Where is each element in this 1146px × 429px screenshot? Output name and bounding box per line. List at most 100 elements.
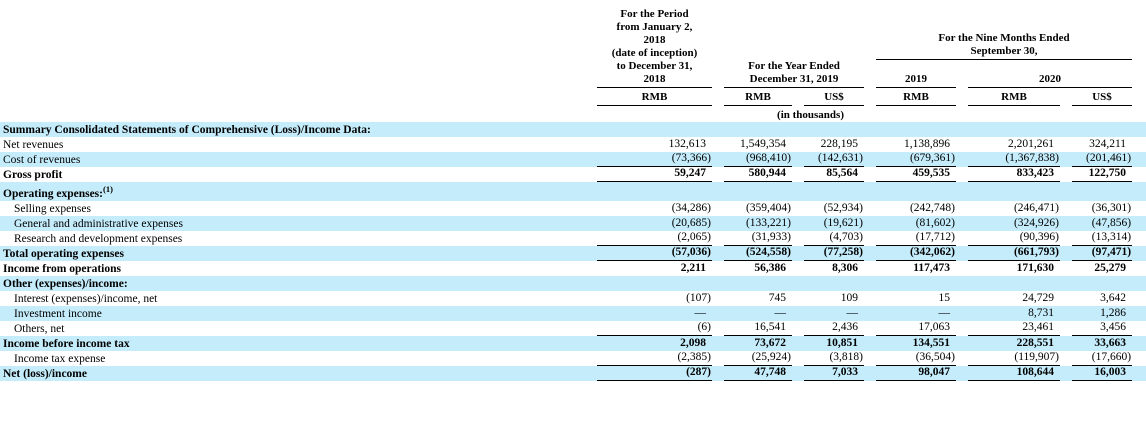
row-label-text: Others, net <box>14 323 65 335</box>
row-label-text: Selling expenses <box>14 203 91 215</box>
value-text: 24,729 <box>1022 292 1054 304</box>
table-row: Net (loss)/income (287) 47,748 7,033 98,047 1… <box>0 366 1146 381</box>
value-cell: (324,926) <box>956 216 1060 231</box>
value-text: (13,314) <box>1072 231 1133 246</box>
value-text: (97,471) <box>1072 246 1133 261</box>
row-label: Other (expenses)/income: <box>0 276 585 291</box>
value-text <box>597 277 712 291</box>
header-year-2020: 2020 <box>956 60 1146 88</box>
value-cell: (31,933) <box>712 231 792 246</box>
table-row: Net revenues 132,613 1,549,354 228,195 1,138… <box>0 137 1146 152</box>
value-cell: (246,471) <box>956 201 1060 216</box>
value-text: 109 <box>840 292 858 304</box>
value-text: 59,247 <box>597 167 712 182</box>
value-cell: (97,471) <box>1060 246 1146 261</box>
value-cell: (201,461) <box>1060 152 1146 167</box>
value-cell: 8,731 <box>956 306 1060 321</box>
value-text: (77,258) <box>804 246 864 261</box>
value-text: 833,423 <box>968 167 1060 182</box>
value-text <box>968 187 1060 201</box>
value-cell: 324,211 <box>1060 137 1146 152</box>
value-cell: — <box>792 306 864 321</box>
value-cell <box>1060 276 1146 291</box>
table-row: Income from operations 2,211 56,386 8,306 11… <box>0 261 1146 276</box>
value-text <box>804 187 864 201</box>
header-nine-months-ended: For the Nine Months Ended September 30, <box>864 6 1146 60</box>
value-cell: 132,613 <box>585 137 712 152</box>
value-cell: 580,944 <box>712 167 792 182</box>
row-label-text: Interest (expenses)/income, net <box>14 293 158 305</box>
value-cell: (107) <box>585 291 712 306</box>
row-label: Net (loss)/income <box>0 366 585 381</box>
value-text: 580,944 <box>724 167 792 182</box>
row-label-text: Cost of revenues <box>3 154 81 166</box>
row-label: Income tax expense <box>0 351 585 366</box>
value-cell <box>585 182 712 201</box>
value-cell: (57,036) <box>585 246 712 261</box>
value-text: (2,065) <box>597 231 712 246</box>
value-text: (47,856) <box>1091 217 1132 229</box>
table-row: Summary Consolidated Statements of Compr… <box>0 122 1146 137</box>
value-cell: (661,793) <box>956 246 1060 261</box>
row-label: Income from operations <box>0 261 585 276</box>
table-body: Summary Consolidated Statements of Compr… <box>0 122 1146 381</box>
value-cell: 1,549,354 <box>712 137 792 152</box>
header-period-2018-text: For the Period from January 2, 2018 (dat… <box>597 8 712 88</box>
value-text: 132,613 <box>668 138 706 150</box>
value-text: — <box>846 307 859 319</box>
value-text: (3,818) <box>804 351 864 366</box>
value-cell: (6) <box>585 321 712 336</box>
value-text: 73,672 <box>754 337 786 349</box>
value-text: (661,793) <box>968 246 1060 261</box>
value-cell: 1,286 <box>1060 306 1146 321</box>
header-currency-6: US$ <box>1060 88 1146 106</box>
value-cell: 56,386 <box>712 261 792 276</box>
value-text: 3,642 <box>1100 292 1127 304</box>
value-cell: (81,602) <box>864 216 956 231</box>
value-text: (90,396) <box>968 231 1060 246</box>
value-cell: (25,924) <box>712 351 792 366</box>
value-cell: 24,729 <box>956 291 1060 306</box>
table-row: Income tax expense (2,385) (25,924) (3,818)… <box>0 351 1146 366</box>
value-cell: 3,642 <box>1060 291 1146 306</box>
value-cell: — <box>712 306 792 321</box>
value-text: (4,703) <box>804 231 864 246</box>
value-text: 8,306 <box>832 262 858 274</box>
value-text: 85,564 <box>804 167 864 182</box>
header-currency-3: US$ <box>792 88 864 106</box>
row-label-text: Investment income <box>14 308 102 320</box>
value-text: (107) <box>686 292 711 304</box>
value-cell: 459,535 <box>864 167 956 182</box>
row-label: Total operating expenses <box>0 246 585 261</box>
table-row: Gross profit 59,247 580,944 85,564 459,535 83… <box>0 167 1146 182</box>
value-cell: 2,201,261 <box>956 137 1060 152</box>
value-text: 8,731 <box>1028 307 1054 319</box>
financial-table: For the Period from January 2, 2018 (dat… <box>0 6 1146 381</box>
value-text <box>1072 187 1132 201</box>
value-cell: (524,558) <box>712 246 792 261</box>
value-text: 1,286 <box>1100 307 1127 319</box>
value-cell: 117,473 <box>864 261 956 276</box>
value-text: 1,549,354 <box>740 138 786 150</box>
value-text: 2,201,261 <box>1008 138 1054 150</box>
value-text: 16,541 <box>724 321 792 336</box>
value-text: 122,750 <box>1072 167 1133 182</box>
row-label-text: Summary Consolidated Statements of Compr… <box>3 124 371 136</box>
value-cell <box>712 276 792 291</box>
value-text: (242,748) <box>909 202 955 214</box>
value-cell: 15 <box>864 291 956 306</box>
value-text <box>968 277 1060 291</box>
value-text: (287) <box>597 366 712 381</box>
value-cell: 85,564 <box>792 167 864 182</box>
value-text: 56,386 <box>754 262 786 274</box>
value-text: — <box>774 307 787 319</box>
header-year-2019: 2019 <box>864 60 956 88</box>
row-label: Others, net <box>0 321 585 336</box>
value-cell: 745 <box>712 291 792 306</box>
value-text: 47,748 <box>724 366 792 381</box>
row-label: Investment income <box>0 306 585 321</box>
value-cell: (342,062) <box>864 246 956 261</box>
value-text: 7,033 <box>804 366 864 381</box>
header-currency-1: RMB <box>585 88 712 106</box>
value-cell: (73,366) <box>585 152 712 167</box>
